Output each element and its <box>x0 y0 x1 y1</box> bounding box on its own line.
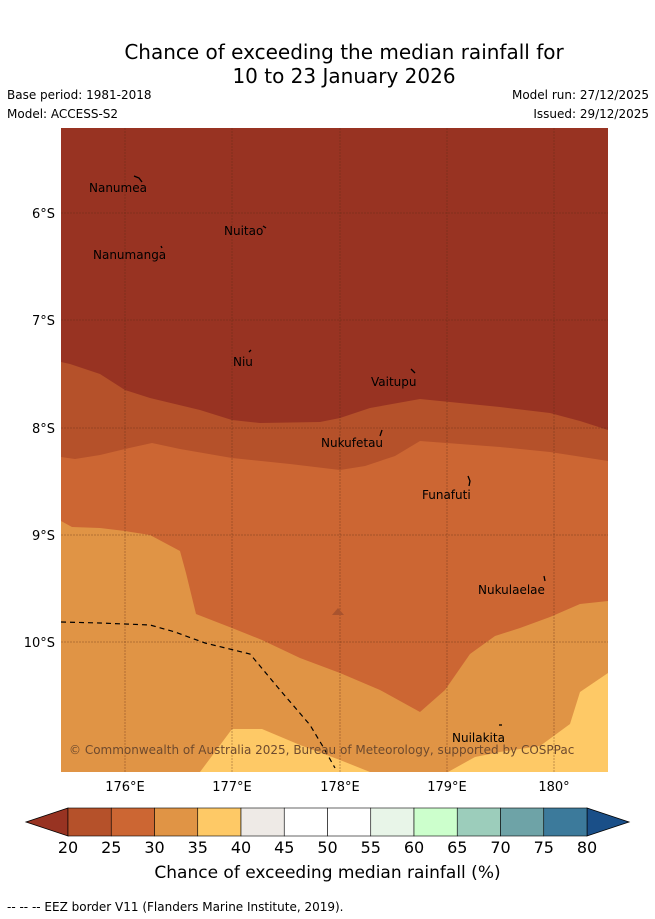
place-nuilakita: Nuilakita <box>452 731 505 745</box>
lon-label-180: 180° <box>538 780 569 795</box>
lat-label-10s: 10°S <box>24 636 55 651</box>
issued-date: Issued: 29/12/2025 <box>533 107 649 121</box>
island-shapes <box>133 175 546 726</box>
map-title: Chance of exceeding the median rainfall … <box>0 40 655 88</box>
colorbar: 20 25 30 35 40 45 50 55 60 65 70 75 80 <box>24 807 631 857</box>
lat-label-8s: 8°S <box>32 422 55 437</box>
island-vaitupu <box>410 368 416 374</box>
place-niu: Niu <box>233 355 253 369</box>
colorbar-tick-label: 40 <box>231 838 251 857</box>
colorbar-segment <box>197 807 242 837</box>
colorbar-segment <box>283 807 328 837</box>
base-period: Base period: 1981-2018 <box>7 88 152 102</box>
colorbar-segment <box>370 807 415 837</box>
colorbar-tick-label: 30 <box>144 838 164 857</box>
place-funafuti: Funafuti <box>422 488 471 502</box>
lat-label-9s: 9°S <box>32 529 55 544</box>
place-nanumea: Nanumea <box>89 181 147 195</box>
island-nukufetau <box>379 429 383 437</box>
colorbar-tick-label: 50 <box>317 838 337 857</box>
colorbar-tick-label: 25 <box>101 838 121 857</box>
region-yellow <box>61 729 370 772</box>
colorbar-tick-label: 70 <box>490 838 510 857</box>
colorbar-tick-label: 65 <box>447 838 467 857</box>
colorbar-segment <box>327 807 372 837</box>
model-name: Model: ACCESS-S2 <box>7 107 119 121</box>
colorbar-segment <box>500 807 545 837</box>
graticule <box>61 128 608 772</box>
island-nanumea <box>133 175 143 183</box>
probability-fill <box>61 128 608 772</box>
lon-label-177e: 177°E <box>212 780 252 795</box>
place-labels: Nanumea Nuitao Nanumanga Niu Vaitupu Nuk… <box>89 181 545 745</box>
colorbar-under-arrow <box>24 807 69 837</box>
colorbar-tick-label: 20 <box>58 838 78 857</box>
island-nuitao <box>262 225 267 229</box>
colorbar-tick-label: 60 <box>404 838 424 857</box>
colorbar-segment <box>543 807 588 837</box>
place-nanumanga: Nanumanga <box>93 248 166 262</box>
island-niu <box>248 349 252 353</box>
colorbar-tick-label: 55 <box>361 838 381 857</box>
place-nukufetau: Nukufetau <box>321 436 383 450</box>
lon-label-179e: 179°E <box>427 780 467 795</box>
colorbar-tick-label: 35 <box>188 838 208 857</box>
colorbar-tick-label: 45 <box>274 838 294 857</box>
colorbar-segment <box>154 807 199 837</box>
colorbar-labels: 20 25 30 35 40 45 50 55 60 65 70 75 80 <box>58 838 597 857</box>
latitude-labels: 6°S 7°S 8°S 9°S 10°S <box>24 207 55 651</box>
copyright-notice: © Commonwealth of Australia 2025, Bureau… <box>69 743 574 757</box>
colorbar-segments <box>67 807 588 837</box>
eez-legend: -- -- -- EEZ border V11 (Flanders Marine… <box>7 900 344 914</box>
title-line-1: Chance of exceeding the median rainfall … <box>124 40 564 64</box>
title-line-2: 10 to 23 January 2026 <box>232 64 456 88</box>
colorbar-over-arrow <box>586 807 631 837</box>
colorbar-title: Chance of exceeding median rainfall (%) <box>154 863 501 883</box>
colorbar-segment <box>67 807 112 837</box>
lon-label-176e: 176°E <box>105 780 145 795</box>
colorbar-tick-label: 75 <box>534 838 554 857</box>
island-nukulaelae <box>543 575 546 582</box>
region-yellow-se <box>448 673 608 772</box>
lon-label-178e: 178°E <box>320 780 360 795</box>
place-nuitao: Nuitao <box>224 224 263 238</box>
island-nanumanga <box>160 245 163 249</box>
eez-border <box>60 621 336 769</box>
lat-label-6s: 6°S <box>32 207 55 222</box>
island-funafuti <box>467 475 471 487</box>
region-light-orange <box>61 521 608 772</box>
colorbar-segment <box>413 807 458 837</box>
colorbar-segment <box>110 807 155 837</box>
lat-label-7s: 7°S <box>32 314 55 329</box>
colorbar-segment <box>456 807 501 837</box>
colorbar-tick-label: 80 <box>577 838 597 857</box>
colorbar-segment <box>240 807 285 837</box>
seamount-marker <box>332 608 344 615</box>
model-run: Model run: 27/12/2025 <box>511 88 649 102</box>
place-nukulaelae: Nukulaelae <box>478 583 545 597</box>
longitude-labels: 176°E 177°E 178°E 179°E 180° <box>105 780 569 795</box>
place-vaitupu: Vaitupu <box>371 375 417 389</box>
